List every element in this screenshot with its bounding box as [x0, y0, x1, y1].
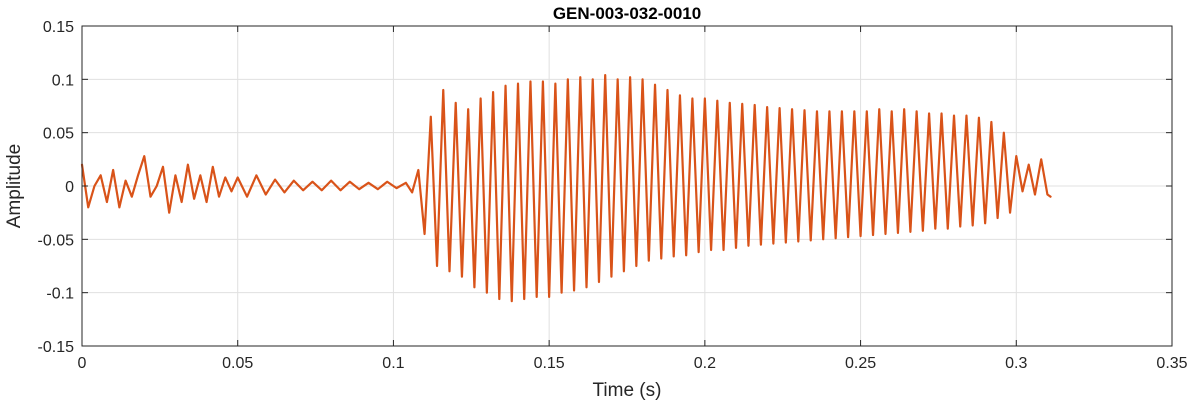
series-layer [80, 73, 1052, 303]
x-tick-label: 0.2 [694, 355, 716, 372]
y-tick-label: -0.05 [38, 232, 75, 249]
x-tick-label: 0.3 [1005, 355, 1027, 372]
x-tick-label: 0.1 [382, 355, 404, 372]
chart-title: GEN-003-032-0010 [553, 4, 701, 23]
series-line [80, 73, 1052, 303]
y-axis-label: Amplitude [4, 144, 25, 229]
ticks: 0 0.05 0.1 0.15 0.2 0.25 0.3 0.35 -0.15 -0.1 -0.05… [38, 19, 1188, 372]
y-tick-label: -0.1 [46, 286, 74, 303]
y-tick-label: -0.15 [38, 339, 75, 356]
y-tick-label: 0.15 [43, 19, 74, 36]
x-tick-label: 0 [78, 355, 87, 372]
x-axis-label: Time (s) [593, 380, 662, 401]
x-tick-label: 0.25 [845, 355, 876, 372]
x-tick-label: 0.05 [222, 355, 253, 372]
x-tick-label: 0.15 [534, 355, 565, 372]
y-tick-label: 0.1 [52, 72, 74, 89]
x-tick-label: 0.35 [1156, 355, 1187, 372]
y-tick-label: 0.05 [43, 126, 74, 143]
y-tick-label: 0 [65, 179, 74, 196]
